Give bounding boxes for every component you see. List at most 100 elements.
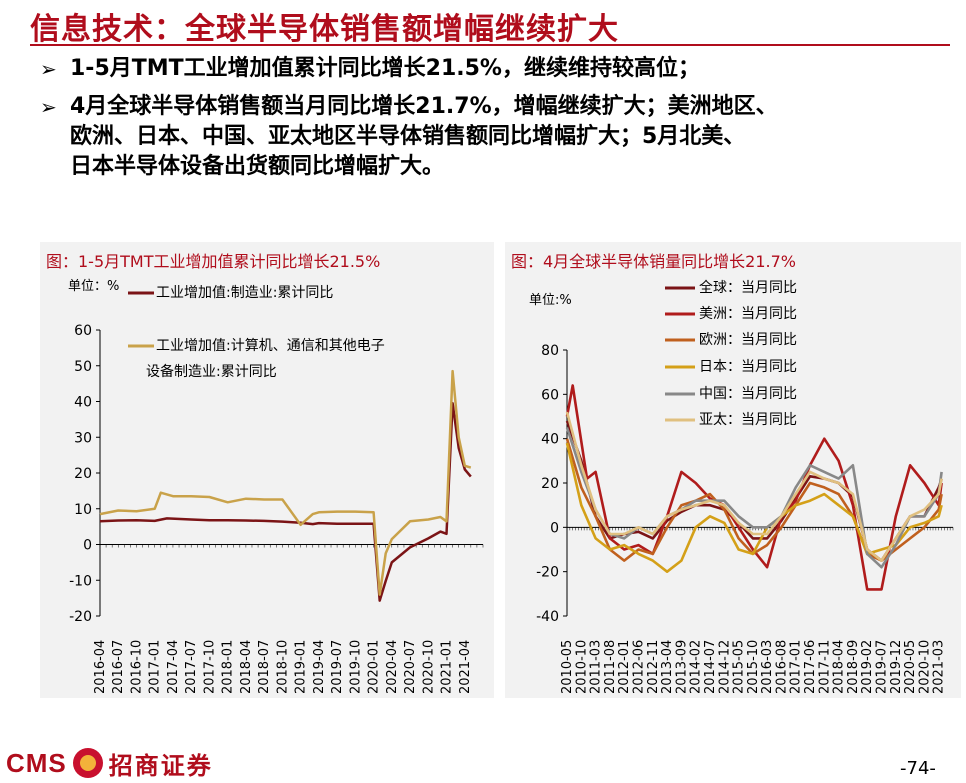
x-tick-label: 2012-11 (646, 640, 661, 694)
y-tick-label: 50 (74, 359, 92, 375)
bullet-line: 1-5月TMT工业增加值累计同比增长21.5%，继续维持较高位； (70, 56, 700, 81)
x-tick-label: 2017-01 (789, 640, 804, 694)
x-tick-label: 2020-10 (917, 640, 932, 694)
x-tick-label: 2019-07 (330, 640, 345, 694)
chart-title-right: 图：4月全球半导体销量同比增长21.7% (511, 252, 797, 271)
series-line (565, 438, 943, 562)
x-tick-label: 2020-10 (421, 640, 436, 694)
legend-label: 亚太：当月同比 (699, 412, 797, 428)
x-tick-label: 2017-11 (817, 640, 832, 694)
x-tick-label: 2019-02 (860, 640, 875, 694)
x-tick-label: 2016-08 (774, 640, 789, 694)
x-tick-label: 2019-10 (348, 640, 363, 694)
logo-text: CMS (6, 747, 67, 778)
x-tick-label: 2010-10 (574, 640, 589, 694)
x-tick-label: 2020-07 (403, 640, 418, 694)
legend-label: 中国：当月同比 (699, 386, 797, 402)
x-tick-label: 2016-07 (111, 640, 126, 694)
legend-label: 工业增加值:制造业:累计同比 (156, 285, 333, 301)
x-tick-label: 2018-09 (846, 640, 861, 694)
y-tick-label: 60 (541, 387, 559, 403)
x-tick-label: 2017-06 (803, 640, 818, 694)
x-tick-label: 2018-01 (221, 640, 236, 694)
x-tick-label: 2014-12 (717, 640, 732, 694)
y-tick-label: -40 (536, 609, 559, 625)
bullet-line: 欧洲、日本、中国、亚太地区半导体销售额同比增幅扩大；5月北美、 (70, 124, 746, 149)
chart-right: 单位:% -40 -20 0 20 40 60 80 2010-05 2010-10 2011-03… (529, 279, 954, 694)
x-tick-label: 2011-03 (589, 640, 604, 694)
x-tick-label: 2014-07 (703, 640, 718, 694)
bullet-arrow-icon: ➢ (40, 57, 57, 81)
y-tick-label: -10 (69, 573, 92, 589)
y-tick-label: 0 (83, 538, 92, 554)
y-tick-label: 40 (541, 432, 559, 448)
y-tick-label: 40 (74, 395, 92, 411)
x-tick-label: 2013-04 (660, 640, 675, 694)
series-line (565, 427, 943, 569)
title-divider (30, 44, 950, 46)
unit-label: 单位:% (529, 293, 572, 308)
series-line (99, 402, 472, 602)
company-logo: CMS 招商证券 (6, 746, 213, 780)
x-tick-label: 2020-01 (367, 640, 382, 694)
slide-title: 信息技术：全球半导体销售额增幅继续扩大 (30, 12, 619, 47)
x-tick-label: 2021-03 (932, 640, 947, 694)
y-tick-label: 10 (74, 502, 92, 518)
y-tick-label: 60 (74, 323, 92, 339)
y-tick-label: -20 (536, 565, 559, 581)
y-tick-label: 20 (74, 466, 92, 482)
legend-label: 设备制造业:累计同比 (146, 363, 277, 380)
x-tick-label: 2020-04 (385, 640, 400, 694)
y-tick-label: -20 (69, 609, 92, 625)
x-tick-label: 2017-10 (202, 640, 217, 694)
x-tick-label: 2020-05 (903, 640, 918, 694)
chart-title-left: 图：1-5月TMT工业增加值累计同比增长21.5% (46, 252, 381, 271)
x-tick-label: 2011-08 (603, 640, 618, 694)
y-tick-label: 0 (550, 520, 559, 536)
chart-panel-right: 图：4月全球半导体销量同比增长21.7% 单位:% -40 -20 0 20 40 60 80… (505, 242, 961, 698)
x-tick-label: 2018-10 (275, 640, 290, 694)
x-tick-label: 2018-07 (257, 640, 272, 694)
legend-label: 日本：当月同比 (699, 359, 797, 375)
bullet-item-1: ➢ 1-5月TMT工业增加值累计同比增长21.5%，继续维持较高位； (40, 54, 955, 84)
x-tick-label: 2017-04 (166, 640, 181, 694)
x-tick-label: 2016-04 (93, 640, 108, 694)
bullet-list: ➢ 1-5月TMT工业增加值累计同比增长21.5%，继续维持较高位； ➢ 4月全… (40, 54, 955, 190)
logo-badge-icon (72, 748, 103, 778)
y-tick-label: 30 (74, 430, 92, 446)
x-tick-label: 2021-01 (440, 640, 455, 694)
bullet-text-2: 4月全球半导体销售额当月同比增长21.7%，增幅继续扩大；美洲地区、 欧洲、日本… (70, 92, 778, 182)
legend-label: 全球：当月同比 (699, 279, 797, 296)
x-tick-label: 2019-01 (294, 640, 309, 694)
bullet-line: 日本半导体设备出货额同比增幅扩大。 (70, 154, 445, 179)
x-tick-label: 2019-04 (312, 640, 327, 694)
x-tick-label: 2012-06 (631, 640, 646, 694)
unit-label: 单位：% (68, 279, 119, 294)
bullet-text-1: 1-5月TMT工业增加值累计同比增长21.5%，继续维持较高位； (70, 54, 700, 84)
x-tick-label: 2018-04 (239, 640, 254, 694)
bullet-arrow-icon: ➢ (40, 95, 57, 119)
y-tick-label: 20 (541, 476, 559, 492)
x-tick-label: 2010-05 (560, 640, 575, 694)
x-tick-label: 2017-01 (148, 640, 163, 694)
x-tick-label: 2017-07 (184, 640, 199, 694)
y-tick-label: 80 (541, 343, 559, 359)
series-line (99, 369, 472, 596)
x-tick-label: 2016-10 (129, 640, 144, 694)
x-tick-label: 2019-12 (889, 640, 904, 694)
legend-label: 工业增加值:计算机、通信和其他电子 (156, 338, 385, 354)
legend-label: 欧洲：当月同比 (699, 332, 797, 348)
x-tick-label: 2015-05 (732, 640, 747, 694)
bullet-line: 4月全球半导体销售额当月同比增长21.7%，增幅继续扩大；美洲地区、 (70, 94, 778, 119)
x-tick-label: 2012-01 (617, 640, 632, 694)
x-tick-label: 2019-07 (875, 640, 890, 694)
x-tick-label: 2013-09 (674, 640, 689, 694)
x-tick-label: 2014-02 (689, 640, 704, 694)
x-tick-label: 2015-10 (746, 640, 761, 694)
x-tick-label: 2018-04 (832, 640, 847, 694)
legend-label: 美洲：当月同比 (699, 306, 797, 322)
x-tick-label: 2021-04 (458, 640, 473, 694)
x-tick-label: 2016-03 (760, 640, 775, 694)
series-line (565, 411, 943, 562)
